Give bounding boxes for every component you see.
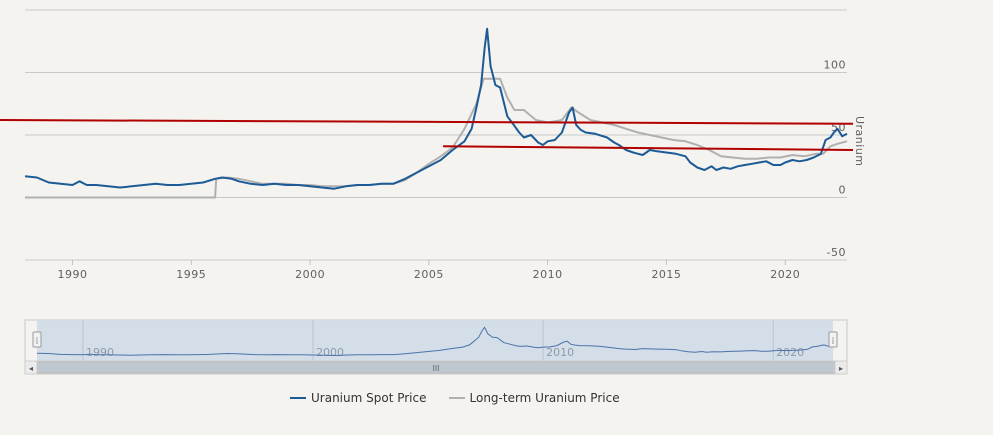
x-tick-label: 2005	[414, 268, 444, 281]
navigator-handle-left-grip: ⁞	[35, 336, 38, 347]
x-tick-label: 2020	[770, 268, 800, 281]
navigator-handle-right-grip: ⁞	[831, 336, 834, 347]
resistance-line-upper	[0, 119, 854, 125]
navigator-selection[interactable]	[37, 320, 833, 361]
navigator-series-spot	[36, 326, 834, 357]
navigator-handle-right[interactable]	[828, 331, 838, 348]
navigator-x-label: 2020	[776, 346, 804, 359]
x-tick-label: 1990	[58, 268, 88, 281]
scrollbar-thumb[interactable]	[36, 361, 836, 374]
legend-swatch-long-term	[448, 397, 465, 399]
resistance-line-lower	[443, 145, 854, 151]
x-tick-label: 2010	[533, 268, 563, 281]
scrollbar-right-button[interactable]	[834, 360, 848, 375]
scrollbar-grip: III	[432, 364, 439, 373]
navigator-handle-left[interactable]	[32, 331, 42, 348]
navigator-frame	[24, 319, 848, 362]
arrow-left-icon: ◂	[29, 364, 33, 373]
navigator-x-label: 2000	[316, 346, 344, 359]
series-line-long-term-price[interactable]	[25, 77, 848, 199]
series-line-spot-price[interactable]	[24, 27, 848, 190]
scrollbar-left-button[interactable]	[24, 360, 38, 375]
arrow-right-icon: ▸	[839, 364, 843, 373]
x-tick-label: 1995	[176, 268, 206, 281]
series-group	[24, 27, 848, 199]
y-tick-label: 0	[839, 184, 847, 197]
y-tick-label: -50	[827, 246, 846, 259]
y-axis-title: Uranium	[853, 116, 866, 167]
legend-label-spot: Uranium Spot Price	[311, 391, 427, 405]
legend-item-spot-price[interactable]: Uranium Spot Price	[290, 391, 427, 405]
scrollbar-track[interactable]	[24, 360, 848, 375]
x-tick-label: 2000	[295, 268, 325, 281]
chart-legend: Uranium Spot Price Long-term Uranium Pri…	[290, 390, 642, 406]
navigator-x-label: 2010	[546, 346, 574, 359]
legend-item-long-term-price[interactable]: Long-term Uranium Price	[448, 391, 620, 405]
legend-label-long-term: Long-term Uranium Price	[469, 391, 620, 405]
y-tick-label: 100	[824, 59, 847, 72]
x-tick-label: 2015	[651, 268, 681, 281]
navigator-x-label: 1990	[86, 346, 114, 359]
legend-swatch-spot	[290, 397, 306, 399]
